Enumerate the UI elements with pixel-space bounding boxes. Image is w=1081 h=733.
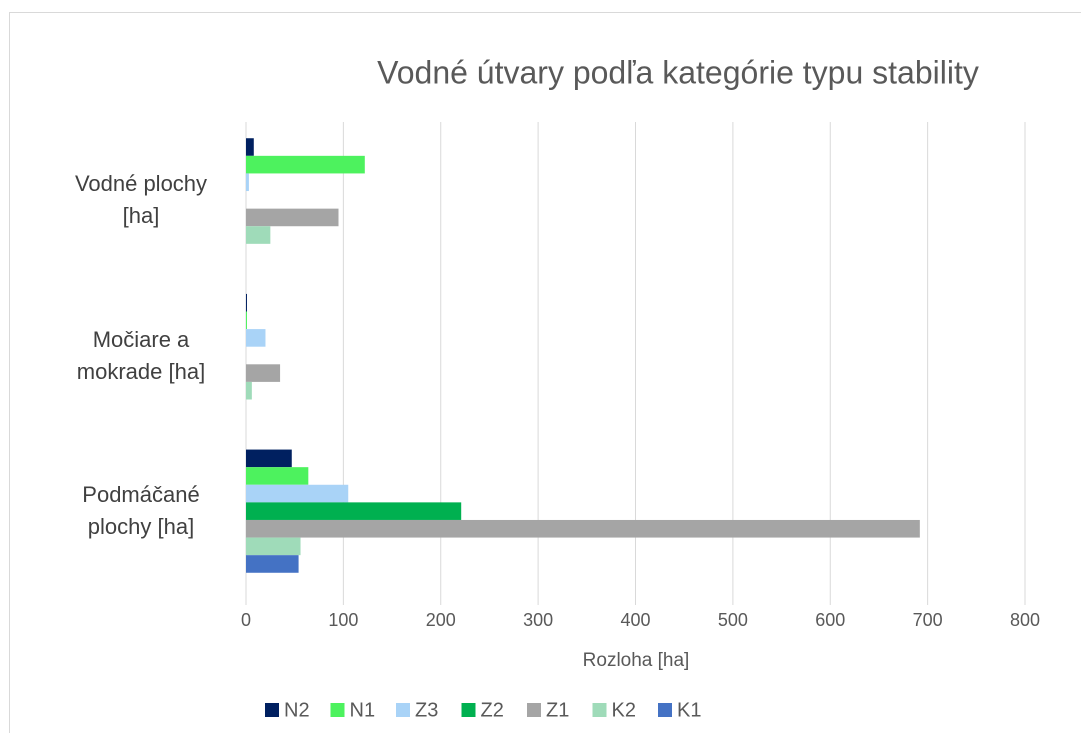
bar — [246, 311, 247, 330]
legend-label: Z2 — [481, 699, 504, 721]
x-tick-label: 100 — [328, 610, 358, 630]
chart-border — [9, 12, 1081, 733]
bar — [246, 226, 271, 244]
x-tick-label: 0 — [241, 610, 251, 630]
bar — [246, 208, 339, 227]
legend-swatch — [527, 703, 541, 717]
legend-swatch — [396, 703, 410, 717]
legend-label: K2 — [612, 699, 636, 721]
bar — [246, 293, 247, 312]
bar — [246, 381, 252, 400]
x-tick-label: 400 — [620, 610, 650, 630]
bar — [246, 467, 309, 485]
legend-swatch — [330, 703, 345, 717]
legend-label: K1 — [677, 699, 701, 721]
x-tick-label: 800 — [1010, 610, 1040, 630]
x-axis-title: Rozloha [ha] — [583, 650, 690, 671]
legend-swatch — [658, 703, 672, 717]
x-tick-label: 500 — [718, 610, 748, 630]
bar — [246, 502, 462, 520]
x-tick-label: 700 — [913, 610, 943, 630]
legend-label: Z3 — [415, 699, 438, 721]
bar — [246, 173, 249, 192]
bar — [246, 155, 365, 174]
legend-label: N2 — [284, 699, 310, 721]
bar — [246, 555, 299, 573]
bar — [246, 449, 292, 468]
x-tick-label: 300 — [523, 610, 553, 630]
x-tick-label: 600 — [815, 610, 845, 630]
x-tick-label: 200 — [426, 610, 456, 630]
legend-label: N1 — [350, 699, 376, 721]
y-tick-label: Močiare a mokrade [ha] — [76, 326, 206, 384]
bar — [246, 329, 266, 347]
bar — [246, 364, 281, 382]
legend-swatch — [461, 703, 476, 717]
chart-title: Vodné útvary podľa kategórie typu stabil… — [377, 54, 979, 90]
bar — [246, 519, 920, 538]
bar — [246, 537, 301, 556]
legend-swatch — [265, 703, 279, 717]
bar — [246, 484, 349, 503]
bar — [246, 138, 254, 156]
y-tick-label: Vodné plochy [ha] — [74, 170, 208, 228]
legend-label: Z1 — [546, 699, 569, 721]
y-tick-label: Podmáčané plochy [ha] — [82, 482, 200, 540]
legend-swatch — [592, 703, 607, 717]
